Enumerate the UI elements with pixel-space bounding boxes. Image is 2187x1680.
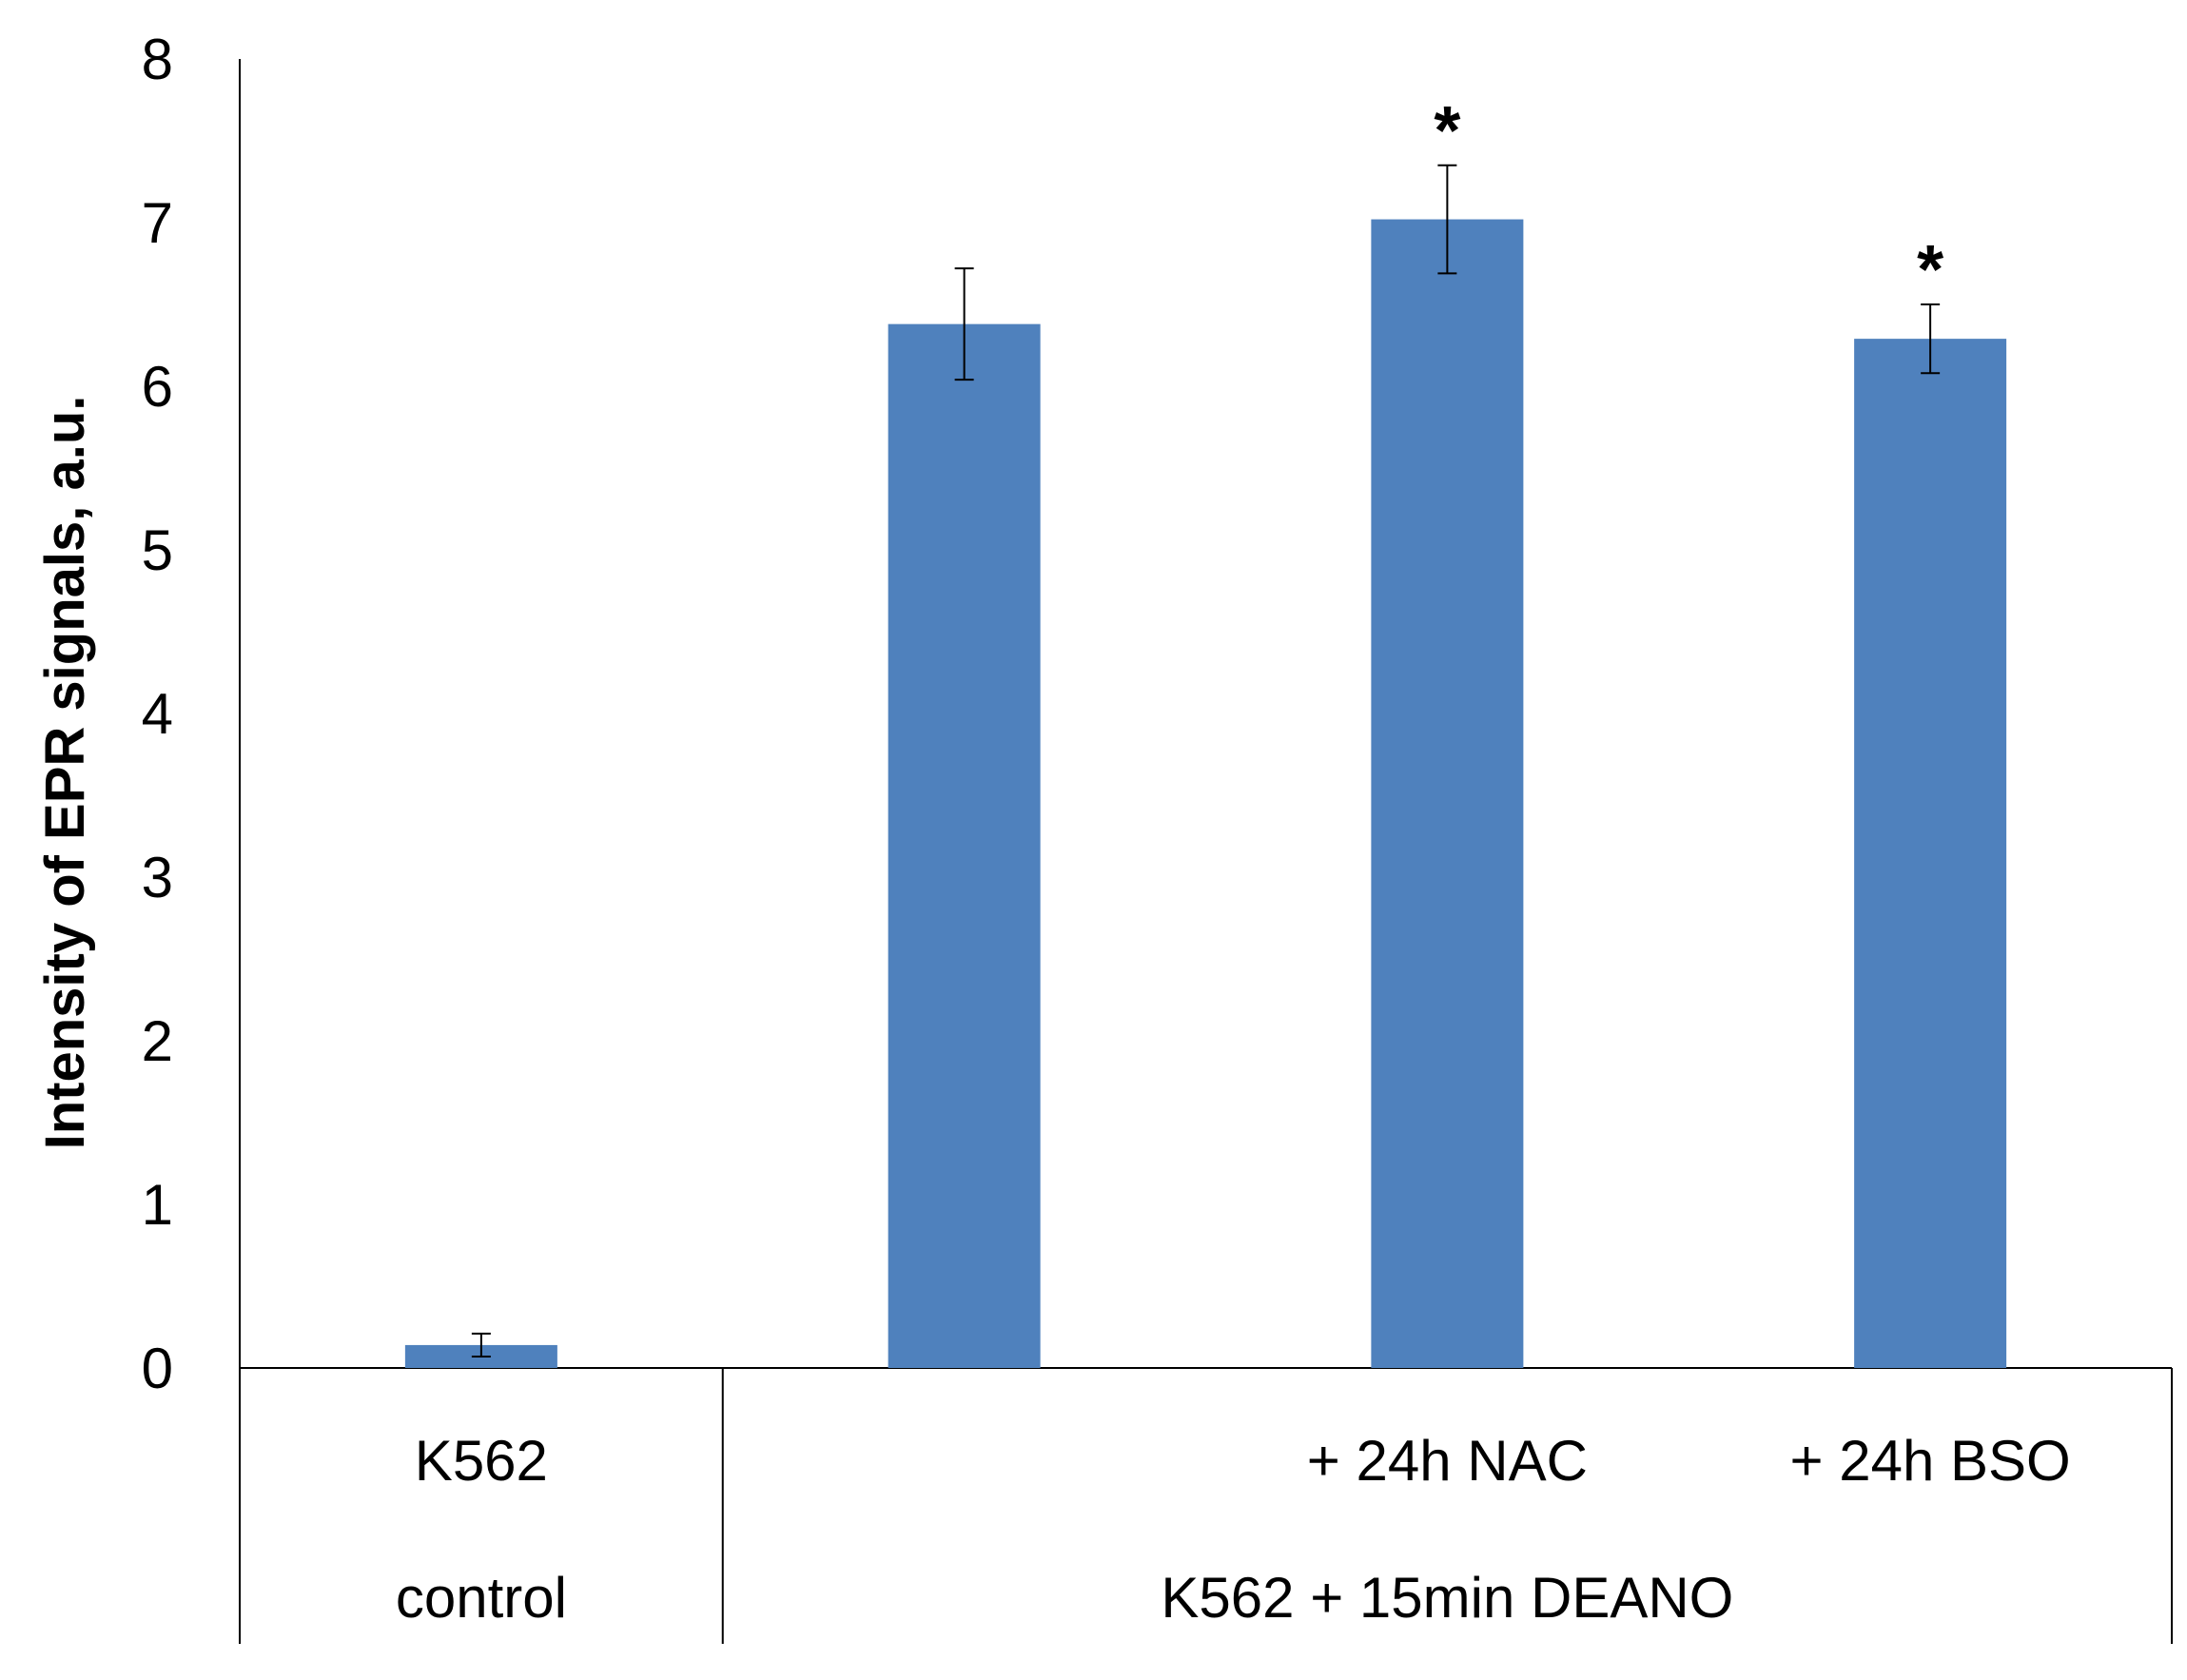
x-group-label: K562 + 15min DEANO: [1161, 1566, 1733, 1630]
y-axis-label: Intensity of EPR signals, a.u.: [34, 396, 96, 1150]
significance-marker: *: [1434, 93, 1460, 169]
significance-marker: *: [1917, 232, 1943, 308]
y-tick-label: 2: [142, 1009, 173, 1073]
x-group-label: control: [396, 1566, 567, 1630]
y-tick-label: 8: [142, 28, 173, 91]
y-tick-label: 7: [142, 191, 173, 255]
y-tick-label: 0: [142, 1337, 173, 1400]
y-tick-label: 4: [142, 682, 173, 746]
bar: [888, 323, 1041, 1368]
y-tick-label: 6: [142, 355, 173, 419]
x-category-label: + 24h BSO: [1790, 1429, 2071, 1493]
bar: [1854, 339, 2007, 1368]
y-tick-label: 1: [142, 1173, 173, 1237]
x-category-label: + 24h NAC: [1307, 1429, 1588, 1493]
y-tick-label: 5: [142, 518, 173, 582]
y-tick-label: 3: [142, 846, 173, 909]
bar: [1371, 219, 1524, 1368]
x-category-label: K562: [415, 1429, 548, 1493]
